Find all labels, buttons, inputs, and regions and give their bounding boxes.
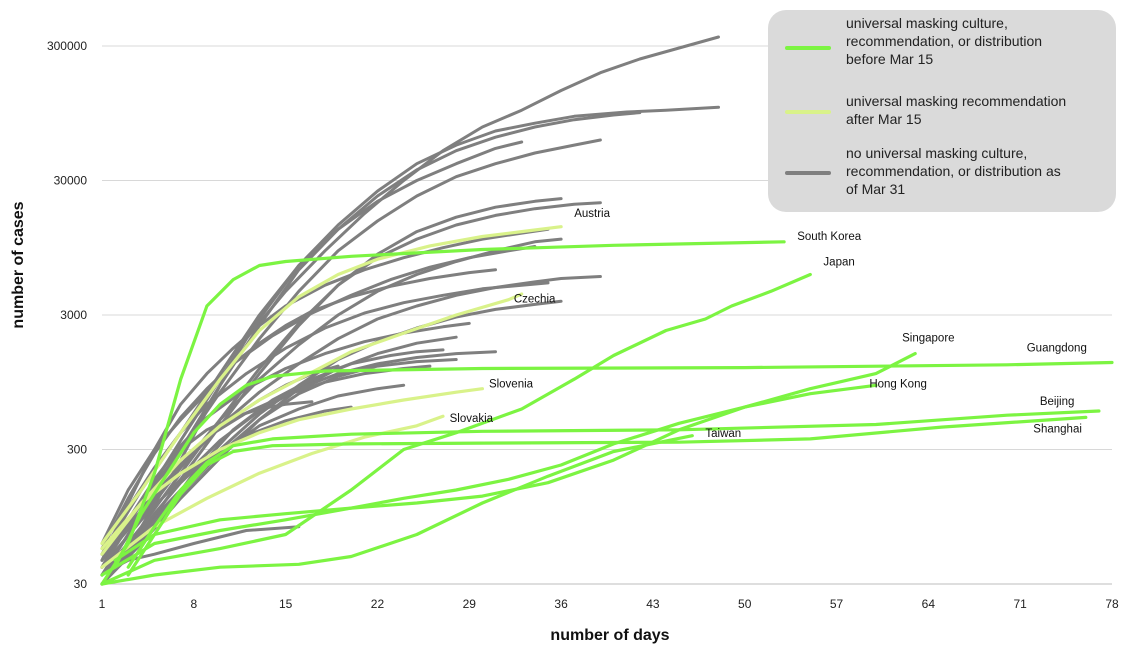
series-line-south-korea — [100, 240, 786, 586]
series-line-unlabeled — [100, 383, 406, 577]
label-czechia: Czechia — [514, 294, 556, 306]
x-tick-label: 57 — [830, 597, 844, 611]
x-tick-label: 43 — [646, 597, 660, 611]
series-line-shanghai — [126, 415, 1088, 577]
label-taiwan: Taiwan — [705, 428, 741, 440]
x-tick-label: 50 — [738, 597, 752, 611]
x-tick-label: 71 — [1014, 597, 1028, 611]
x-tick-label: 36 — [554, 597, 568, 611]
y-tick-label: 30 — [74, 577, 88, 591]
x-tick-label: 22 — [371, 597, 385, 611]
series-lines — [100, 35, 1114, 586]
label-hong-kong: Hong Kong — [869, 378, 927, 390]
y-tick-label: 3000 — [60, 308, 87, 322]
label-shanghai: Shanghai — [1033, 424, 1082, 436]
series-line-taiwan — [100, 434, 694, 586]
series-line-unlabeled — [100, 275, 602, 562]
series-line-beijing — [126, 409, 1101, 569]
x-tick-label: 8 — [190, 597, 197, 611]
label-beijing: Beijing — [1040, 396, 1075, 408]
x-tick-label: 15 — [279, 597, 293, 611]
legend-text: universal masking culture, — [846, 15, 1008, 31]
legend-text: of Mar 31 — [846, 181, 905, 197]
series-line-unlabeled — [100, 268, 497, 551]
label-japan: Japan — [823, 257, 854, 269]
series-line-unlabeled — [100, 245, 537, 545]
legend-text: recommendation, or distribution as — [846, 163, 1061, 179]
legend-text: no universal masking culture, — [846, 145, 1027, 161]
x-axis-title: number of days — [550, 627, 669, 644]
series-line-austria — [100, 225, 563, 546]
series-line-slovenia — [100, 387, 484, 556]
series-line-hong-kong — [100, 383, 878, 577]
y-axis-ticks: 30 300 3000 30000 300000 — [47, 39, 87, 591]
legend-text: before Mar 15 — [846, 51, 933, 67]
label-slovakia: Slovakia — [450, 413, 494, 425]
legend-text: universal masking recommendation — [846, 93, 1066, 109]
label-austria: Austria — [574, 208, 610, 220]
y-tick-label: 30000 — [54, 174, 88, 188]
legend-text: recommendation, or distribution — [846, 33, 1042, 49]
legend: universal masking culture, recommendation… — [768, 10, 1116, 212]
country-labels: Austria South Korea Japan Czechia Singapore G… — [450, 208, 1087, 440]
series-line-guangdong — [113, 360, 1114, 569]
label-slovenia: Slovenia — [489, 378, 534, 390]
x-tick-label: 1 — [99, 597, 106, 611]
y-tick-label: 300 — [67, 443, 87, 457]
x-axis-ticks: 1 8 15 22 29 36 43 50 57 64 71 78 — [99, 597, 1119, 611]
label-guangdong: Guangdong — [1027, 343, 1087, 355]
legend-box — [768, 10, 1116, 212]
y-axis-title: number of cases — [10, 201, 27, 328]
x-tick-label: 29 — [463, 597, 477, 611]
y-tick-label: 300000 — [47, 39, 87, 53]
label-singapore: Singapore — [902, 333, 954, 345]
legend-text: after Mar 15 — [846, 111, 922, 127]
label-south-korea: South Korea — [797, 231, 862, 243]
series-line-unlabeled — [100, 350, 497, 569]
series-line-japan — [100, 272, 812, 586]
x-tick-label: 64 — [922, 597, 936, 611]
x-tick-label: 78 — [1105, 597, 1119, 611]
